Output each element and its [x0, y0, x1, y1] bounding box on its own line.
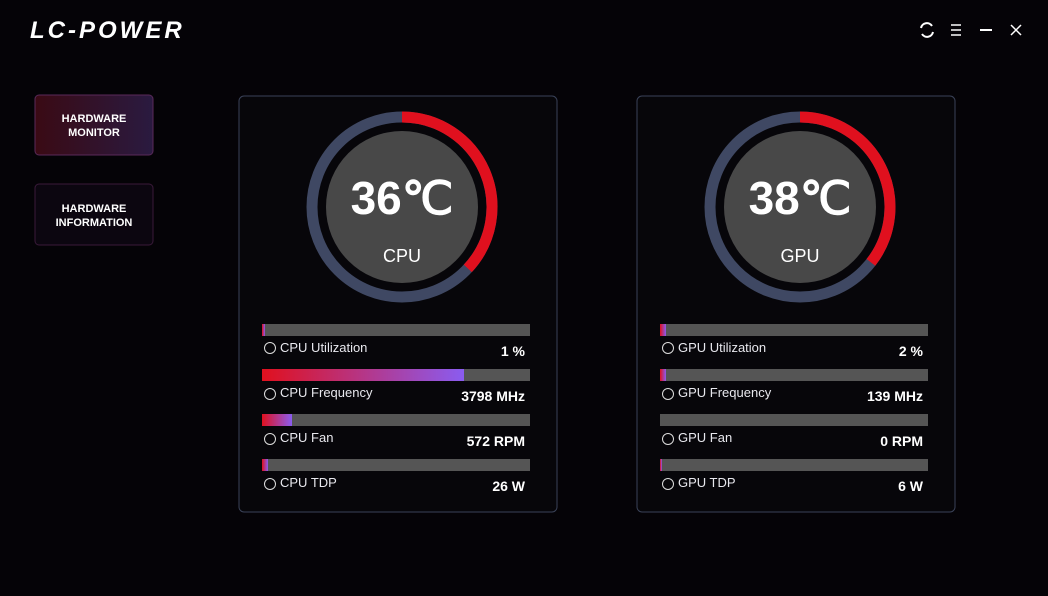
bar-track: [262, 324, 530, 336]
bar-fill: [262, 324, 265, 336]
metric-name: CPU Utilization: [280, 340, 367, 355]
close-icon[interactable]: [1010, 24, 1022, 36]
metric-icon: [662, 388, 674, 400]
metric-icon: [662, 433, 674, 445]
bar-fill: [660, 459, 662, 471]
metric-name: CPU Fan: [280, 430, 333, 445]
metric-value: 572 RPM: [467, 433, 525, 449]
nav-button[interactable]: [34, 94, 154, 156]
gauge-arc: [799, 111, 896, 266]
bar-fill: [660, 324, 666, 336]
bar-track: [262, 414, 530, 426]
bar-fill: [262, 414, 292, 426]
metric-value: 26 W: [492, 478, 525, 494]
metric-name: GPU Utilization: [678, 340, 766, 355]
gauge-arc: [401, 111, 498, 273]
nav-label[interactable]: HARDWARE INFORMATION: [56, 203, 133, 229]
metric-name: CPU TDP: [280, 475, 337, 490]
nav-label[interactable]: HARDWARE MONITOR: [62, 113, 127, 139]
bar-track: [660, 369, 928, 381]
metric-icon: [264, 478, 276, 490]
metric-icon: [662, 342, 674, 354]
gauge-face: [724, 131, 876, 283]
window-controls[interactable]: [920, 22, 1022, 38]
nav-line[interactable]: INFORMATION: [56, 217, 133, 229]
nav-line[interactable]: MONITOR: [68, 127, 120, 139]
metric-icon: [264, 342, 276, 354]
nav-line[interactable]: HARDWARE: [62, 113, 127, 125]
metric-icon: [662, 478, 674, 490]
temperature: 36℃: [351, 172, 454, 224]
bar-track: [660, 324, 928, 336]
metric-value: 6 W: [898, 478, 924, 494]
metric-value: 1 %: [501, 343, 526, 359]
sync-icon[interactable]: [920, 22, 934, 38]
metric-value: 0 RPM: [880, 433, 923, 449]
bar-track: [660, 414, 928, 426]
bar-fill: [262, 459, 268, 471]
metric-name: GPU Frequency: [678, 385, 772, 400]
menu-icon[interactable]: [951, 24, 961, 36]
bar-track: [262, 459, 530, 471]
bar-track: [660, 459, 928, 471]
bar-fill: [660, 369, 666, 381]
gauge-face: [326, 131, 478, 283]
metric-icon: [264, 433, 276, 445]
panel-label: CPU: [383, 246, 421, 266]
metric-value: 139 MHz: [867, 388, 923, 404]
metric-value: 2 %: [899, 343, 924, 359]
metric-name: CPU Frequency: [280, 385, 373, 400]
logo: LC-POWER: [30, 17, 185, 44]
bar-fill: [262, 369, 464, 381]
nav-button[interactable]: [34, 183, 154, 246]
metric-name: GPU Fan: [678, 430, 732, 445]
metric-icon: [264, 388, 276, 400]
metric-value: 3798 MHz: [461, 388, 525, 404]
nav-line[interactable]: HARDWARE: [62, 203, 127, 215]
metric-name: GPU TDP: [678, 475, 736, 490]
panel-label: GPU: [780, 246, 819, 266]
temperature: 38℃: [749, 172, 852, 224]
